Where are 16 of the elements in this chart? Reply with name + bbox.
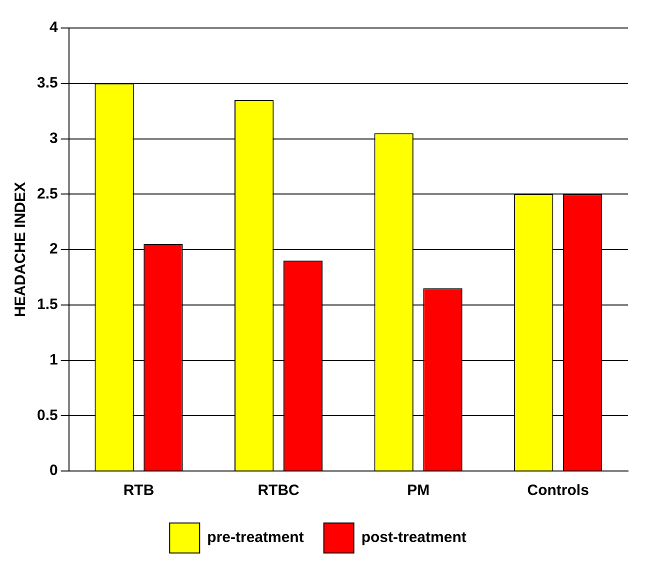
x-tick-label: RTBC — [258, 482, 300, 500]
legend-label: pre-treatment — [207, 529, 304, 546]
y-tick-label: 2.5 — [36, 185, 58, 202]
y-tick-label: 4 — [50, 19, 59, 36]
x-tick-label: PM — [407, 482, 430, 500]
y-tick-label: 3.5 — [36, 74, 58, 92]
y-tick-label: 0.5 — [36, 406, 58, 424]
y-axis-title: HEADACHE INDEX — [12, 182, 30, 318]
legend-label: post-treatment — [361, 529, 466, 546]
y-tick-label: 1.5 — [36, 296, 58, 314]
y-tick-label: 1 — [50, 351, 58, 368]
x-tick-label: RTB — [123, 482, 154, 500]
x-tick-label: Controls — [527, 482, 589, 500]
y-tick-label: 0 — [50, 462, 58, 480]
y-tick-label: 2 — [50, 240, 58, 258]
y-tick-label: 3 — [50, 130, 58, 147]
